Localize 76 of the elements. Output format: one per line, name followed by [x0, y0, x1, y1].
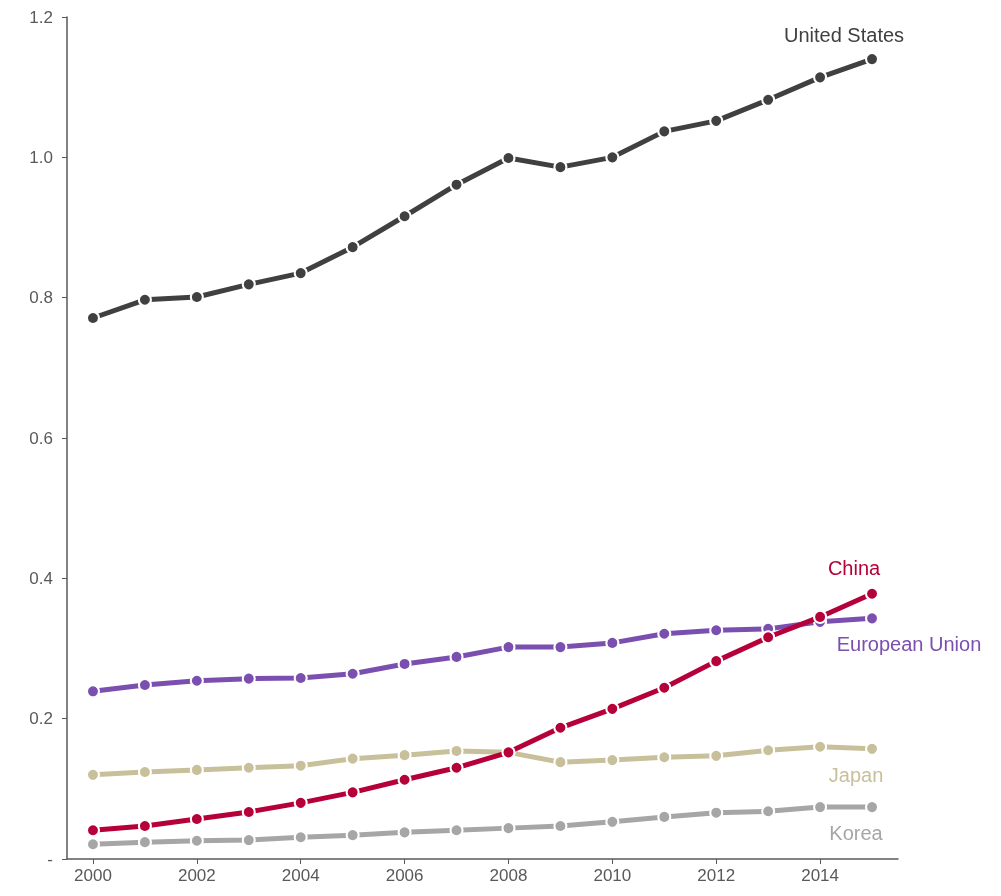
point [605, 150, 620, 165]
point [449, 760, 464, 775]
point [813, 609, 828, 624]
series-label: Japan [828, 763, 884, 786]
point [761, 92, 776, 107]
point [397, 209, 412, 224]
x-tick-label: 2000 [74, 866, 112, 885]
point [189, 833, 204, 848]
point [241, 277, 256, 292]
point [761, 630, 776, 645]
point [553, 755, 568, 770]
point [241, 760, 256, 775]
y-tick-label: 0.4 [29, 568, 53, 588]
point [397, 772, 412, 787]
point [501, 640, 516, 655]
x-tick-label: 2012 [697, 866, 736, 885]
point [709, 805, 724, 820]
series-label: European Union [836, 633, 982, 656]
point [657, 124, 672, 139]
point [657, 626, 672, 641]
point [709, 623, 724, 638]
point [553, 160, 568, 175]
point [761, 743, 776, 758]
point [189, 673, 204, 688]
point [137, 765, 152, 779]
point [657, 809, 672, 824]
y-tick-label: 1.0 [29, 147, 53, 167]
point [293, 266, 308, 281]
point [293, 830, 308, 845]
point [293, 758, 308, 773]
x-tick-label: 2002 [177, 866, 216, 885]
point [449, 177, 464, 192]
series-label: Korea [829, 822, 884, 845]
point [657, 680, 672, 695]
point [605, 635, 620, 650]
point [449, 649, 464, 664]
point [345, 240, 360, 255]
point [345, 828, 360, 843]
point [709, 113, 724, 128]
point [397, 825, 412, 840]
point [293, 795, 308, 810]
y-tick-label: 0.8 [29, 288, 53, 308]
point [241, 671, 256, 686]
series-label: China [827, 556, 882, 579]
point [449, 823, 464, 838]
point [345, 751, 360, 766]
series-label: United States [783, 24, 905, 47]
point [137, 835, 152, 850]
point [813, 739, 828, 754]
point [605, 814, 620, 829]
x-tick-label: 2014 [801, 866, 840, 885]
point [501, 821, 516, 836]
point [761, 804, 776, 819]
point [709, 748, 724, 763]
x-tick-label: 2004 [281, 866, 320, 885]
x-tick-label: 2010 [593, 866, 632, 885]
point [501, 151, 516, 166]
point [553, 720, 568, 735]
y-tick-label: 0.2 [29, 709, 53, 729]
y-tick-label: 1.2 [29, 7, 53, 27]
y-tick-label: 0.6 [29, 428, 53, 448]
point [709, 654, 724, 669]
point [657, 750, 672, 765]
x-tick-label: 2008 [489, 866, 528, 885]
point [189, 762, 204, 777]
point [813, 70, 828, 85]
point [137, 292, 152, 307]
point [189, 812, 204, 826]
point [605, 701, 620, 716]
point [553, 640, 568, 655]
point [345, 785, 360, 800]
point [345, 666, 360, 681]
point [813, 800, 828, 815]
y-tick-label: - [47, 849, 53, 869]
point [397, 748, 412, 763]
x-tick-label: 2006 [385, 866, 424, 885]
